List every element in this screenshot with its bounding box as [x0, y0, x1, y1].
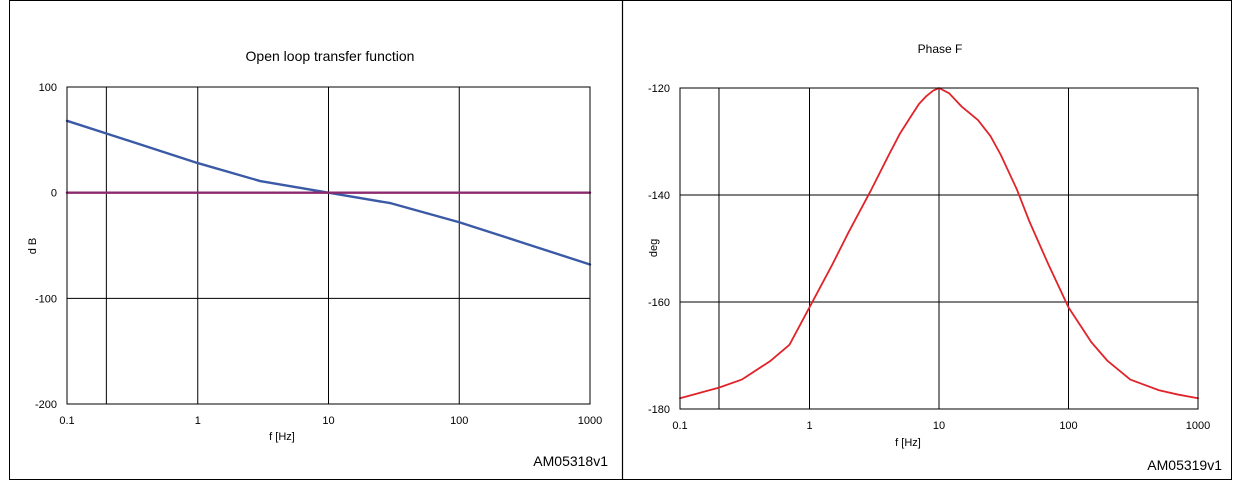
x-tick-label: 1: [806, 420, 812, 432]
y-tick-label: -160: [648, 297, 670, 309]
x-tick-label: 1: [195, 415, 201, 427]
x-axis-label: f [Hz]: [269, 431, 295, 443]
x-tick-label: 0.1: [59, 415, 74, 427]
x-axis-label: f [Hz]: [895, 437, 921, 449]
figure-code: AM05319v1: [1147, 457, 1222, 473]
x-tick-labels: 0.1 1 10 100 1000: [59, 415, 602, 427]
chart-title: Phase F: [918, 42, 963, 56]
y-tick-label: 0: [51, 188, 57, 200]
figure-code: AM05318v1: [533, 453, 608, 469]
x-tick-label: 0.1: [672, 420, 687, 432]
y-tick-label: -200: [35, 399, 57, 411]
x-tick-label: 10: [322, 415, 334, 427]
x-tick-label: 10: [933, 420, 945, 432]
y-tick-label: -120: [648, 83, 670, 95]
plot-area-border: [679, 87, 1199, 410]
plot-area-border: [66, 86, 591, 405]
chart-title: Open loop transfer function: [246, 48, 415, 64]
series-group: [65, 119, 592, 266]
grid-lines: [67, 87, 590, 404]
y-tick-label: -100: [35, 293, 57, 305]
y-tick-label: -180: [648, 404, 670, 416]
x-tick-label: 1000: [1186, 420, 1210, 432]
y-tick-label: -140: [648, 190, 670, 202]
figure-border: [9, 0, 1232, 480]
x-tick-label: 1000: [578, 415, 602, 427]
x-tick-labels: 0.1 1 10 100 1000: [672, 420, 1210, 432]
x-tick-label: 100: [450, 415, 468, 427]
phase-chart-panel: Phase F -120 -140 -160 -180 0.1 1 10 100 1000 f…: [648, 42, 1222, 473]
y-tick-labels: 100 0 -100 -200: [35, 82, 57, 411]
grid-lines: [680, 88, 1198, 409]
magnitude-chart-panel: Open loop transfer function 1000-100-200…: [27, 48, 608, 469]
y-tick-labels: -120 -140 -160 -180: [648, 83, 670, 416]
y-axis-label: deg: [648, 239, 660, 257]
y-axis-label: d B: [27, 238, 39, 255]
y-tick-label: 100: [39, 82, 57, 94]
x-tick-label: 100: [1059, 420, 1077, 432]
